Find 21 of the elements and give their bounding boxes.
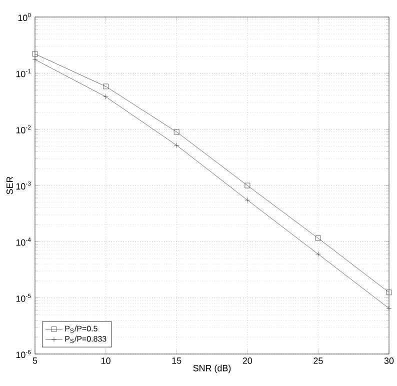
x-axis-title: SNR (dB) xyxy=(193,364,231,374)
x-tick-label: 10 xyxy=(102,358,110,364)
y-tick-label: 10$^{-6}$ xyxy=(16,350,31,358)
y-tick-label: 10$^{-1}$ xyxy=(16,69,31,78)
point xyxy=(32,51,38,57)
x-tick-label: 15 xyxy=(172,358,182,364)
x-tick-label: 5 xyxy=(32,358,38,364)
y-axis-title: SER xyxy=(6,176,13,194)
y-tick-label: 10$^{-3}$ xyxy=(16,181,31,190)
point xyxy=(103,84,108,90)
point xyxy=(174,129,180,135)
point xyxy=(386,290,392,296)
y-tick-label: 10$^{-2}$ xyxy=(16,125,31,134)
y-tick-label: 10$^{0}$ xyxy=(18,12,31,22)
y-tick-label: 10$^{-5}$ xyxy=(16,294,31,302)
x-tick-label: 25 xyxy=(314,358,323,364)
point xyxy=(244,182,250,188)
y-tick-label: 10$^{-4}$ xyxy=(16,238,31,246)
x-tick-label: 20 xyxy=(242,358,252,364)
point xyxy=(316,236,321,241)
x-tick-label: 30 xyxy=(384,358,394,364)
